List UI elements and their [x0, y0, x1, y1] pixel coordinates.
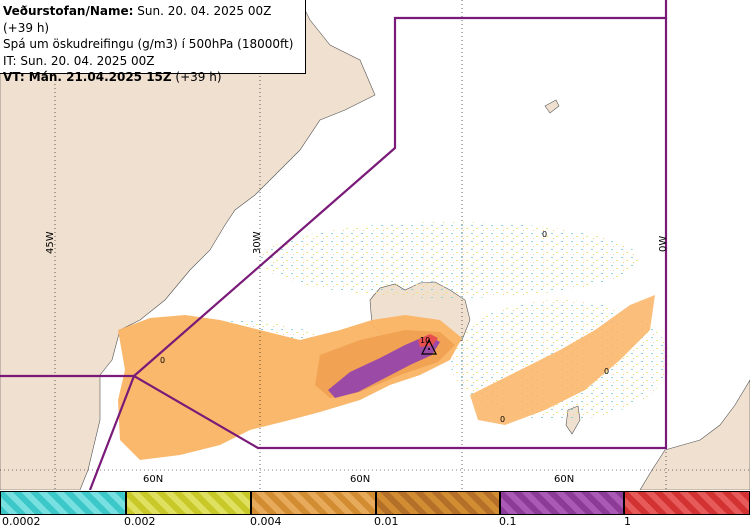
legend-tick-label: 0.1	[499, 515, 517, 528]
lat-label-60n-c: 60N	[554, 474, 574, 485]
legend-swatch	[624, 491, 750, 515]
legend-tick-label: 0.0002	[2, 515, 41, 528]
header-line-2: Spá um öskudreifingu (g/m3) í 500hPa (18…	[3, 37, 294, 51]
contour-label: 0	[160, 356, 165, 365]
legend-swatch	[500, 491, 624, 515]
volcano-triangle-icon	[421, 338, 437, 355]
legend-tick-label: 0.01	[374, 515, 399, 528]
lon-label-45w: 45W	[45, 231, 56, 254]
header-line-1: Veðurstofan/Name: Sun. 20. 04. 2025 00Z …	[3, 4, 272, 35]
lat-label-60n-a: 60N	[143, 474, 163, 485]
greenland-landmass	[0, 0, 376, 490]
legend-tick-label: 0.002	[124, 515, 156, 528]
header-line-4: VT: Mán. 21.04.2025 15Z (+39 h)	[3, 70, 222, 84]
legend-tick-label: 1	[624, 515, 631, 528]
ash-plume-heavy	[328, 335, 440, 398]
header-line-3: IT: Sun. 20. 04. 2025 00Z	[3, 53, 155, 68]
forecast-info-box: Veðurstofan/Name: Sun. 20. 04. 2025 00Z …	[0, 0, 306, 84]
fir-boundary	[0, 0, 668, 490]
contour-label: 0	[604, 367, 609, 376]
legend-swatch	[251, 491, 376, 515]
concentration-legend	[0, 490, 750, 532]
legend-swatch	[376, 491, 500, 515]
lat-label-60n-b: 60N	[350, 474, 370, 485]
contour-label: 0	[542, 230, 547, 239]
lon-label-30w: 30W	[252, 231, 263, 254]
contour-label: 0	[500, 415, 505, 424]
legend-tick-label: 0.004	[250, 515, 282, 528]
ash-dispersion-map: 45W 30W 0W 60N 60N 60N 0 0 0 0 10	[0, 0, 750, 490]
contour-label: 10	[420, 336, 430, 345]
lon-label-0w: 0W	[658, 236, 669, 252]
legend-swatch	[126, 491, 251, 515]
ash-plume-core	[418, 334, 438, 347]
legend-swatch	[0, 491, 126, 515]
